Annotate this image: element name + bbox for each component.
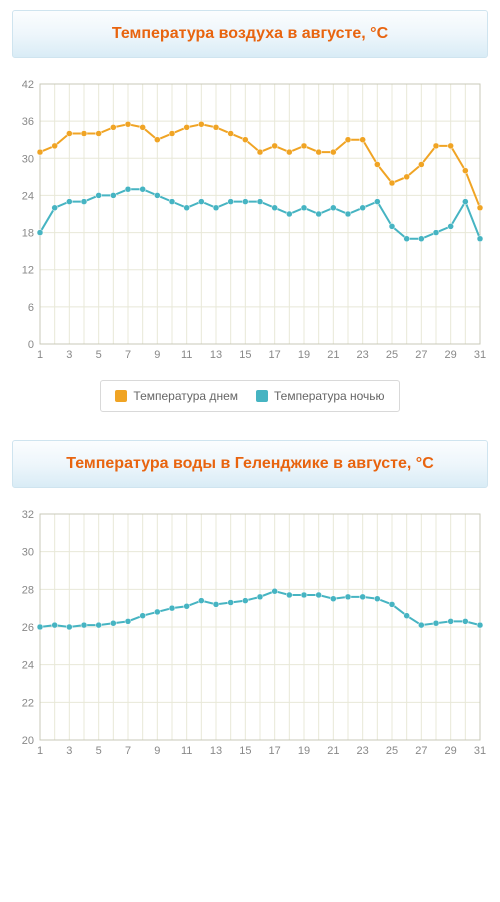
- svg-text:21: 21: [327, 349, 339, 361]
- svg-text:11: 11: [181, 745, 192, 757]
- svg-text:42: 42: [22, 79, 34, 91]
- svg-text:19: 19: [298, 349, 310, 361]
- svg-text:27: 27: [415, 745, 427, 757]
- svg-text:13: 13: [210, 745, 222, 757]
- svg-text:5: 5: [96, 745, 102, 757]
- svg-text:29: 29: [445, 349, 457, 361]
- svg-text:7: 7: [125, 349, 131, 361]
- svg-text:31: 31: [474, 745, 486, 757]
- svg-text:3: 3: [66, 745, 72, 757]
- svg-text:1: 1: [37, 745, 43, 757]
- svg-text:6: 6: [28, 302, 34, 314]
- svg-text:9: 9: [154, 349, 160, 361]
- svg-text:36: 36: [22, 116, 34, 128]
- svg-text:1: 1: [37, 349, 43, 361]
- svg-text:27: 27: [415, 349, 427, 361]
- svg-text:24: 24: [22, 660, 34, 672]
- water-chart-svg: 2022242628303213579111315171921232527293…: [12, 504, 488, 760]
- svg-text:17: 17: [269, 745, 281, 757]
- svg-text:31: 31: [474, 349, 486, 361]
- svg-text:13: 13: [210, 349, 222, 361]
- water-chart: 2022242628303213579111315171921232527293…: [12, 504, 488, 760]
- air-chart-svg: 0612182430364213579111315171921232527293…: [12, 74, 488, 364]
- svg-text:23: 23: [357, 349, 369, 361]
- legend-label-night: Температура ночью: [274, 389, 385, 403]
- svg-text:11: 11: [181, 349, 192, 361]
- svg-text:15: 15: [239, 745, 251, 757]
- svg-text:9: 9: [154, 745, 160, 757]
- svg-text:20: 20: [22, 735, 34, 747]
- air-chart-title: Температура воздуха в августе, °C: [12, 10, 488, 58]
- svg-text:18: 18: [22, 228, 34, 240]
- svg-text:29: 29: [445, 745, 457, 757]
- svg-text:26: 26: [22, 622, 34, 634]
- svg-text:25: 25: [386, 349, 398, 361]
- svg-text:7: 7: [125, 745, 131, 757]
- svg-text:17: 17: [269, 349, 281, 361]
- svg-text:30: 30: [22, 547, 34, 559]
- water-chart-title: Температура воды в Геленджике в августе,…: [12, 440, 488, 488]
- legend-swatch-day: [115, 390, 127, 402]
- svg-text:22: 22: [22, 697, 34, 709]
- svg-text:3: 3: [66, 349, 72, 361]
- svg-text:5: 5: [96, 349, 102, 361]
- svg-text:21: 21: [327, 745, 339, 757]
- svg-text:12: 12: [22, 265, 34, 277]
- svg-text:19: 19: [298, 745, 310, 757]
- legend-item-day: Температура днем: [115, 389, 238, 403]
- legend-swatch-night: [256, 390, 268, 402]
- svg-text:15: 15: [239, 349, 251, 361]
- svg-text:28: 28: [22, 584, 34, 596]
- svg-text:24: 24: [22, 190, 34, 202]
- legend-item-night: Температура ночью: [256, 389, 385, 403]
- air-chart: 0612182430364213579111315171921232527293…: [12, 74, 488, 364]
- legend-label-day: Температура днем: [133, 389, 238, 403]
- svg-text:23: 23: [357, 745, 369, 757]
- svg-text:25: 25: [386, 745, 398, 757]
- svg-text:30: 30: [22, 153, 34, 165]
- svg-text:32: 32: [22, 509, 34, 521]
- svg-text:0: 0: [28, 339, 34, 351]
- air-chart-legend: Температура днем Температура ночью: [100, 380, 399, 412]
